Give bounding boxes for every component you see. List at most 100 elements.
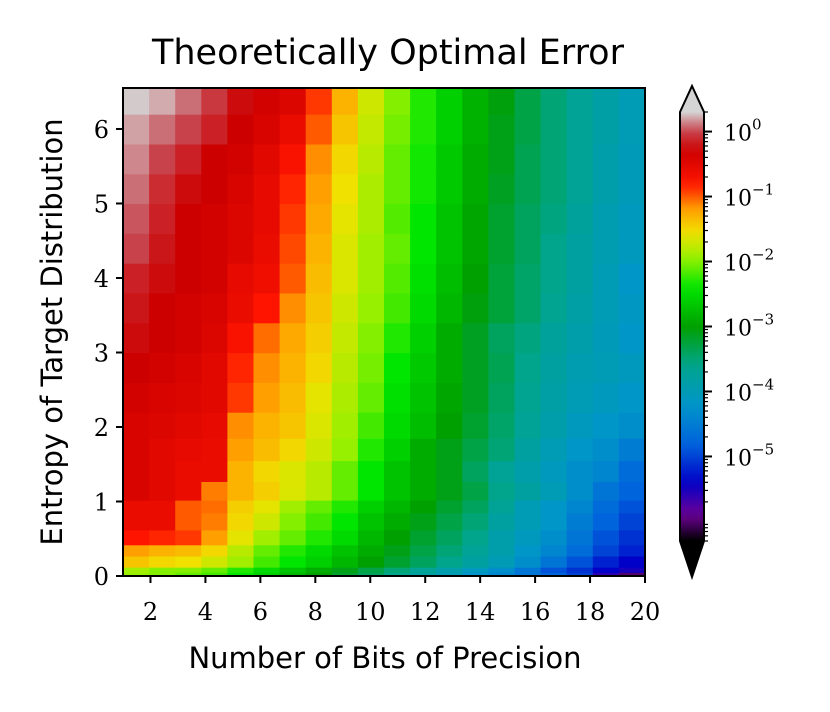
heatmap-cell [149,544,176,557]
heatmap-cell [357,529,385,546]
heatmap-cell [540,203,568,234]
heatmap-cell [123,203,150,234]
heatmap-cell [436,529,463,546]
heatmap-cell [253,352,281,383]
heatmap-cell [175,529,202,546]
x-axis: 2 4 6 8 10 12 14 16 18 20 [143,576,660,626]
heatmap-cell [123,438,150,462]
heatmap-cell [592,567,620,573]
chart-title: Theoretically Optimal Error [151,33,625,73]
heatmap-cell [514,572,542,577]
heatmap-cell [514,352,542,383]
y-tick-label: 4 [94,265,109,293]
heatmap-cell [227,263,255,294]
heatmap-cell [384,322,411,354]
heatmap-cell [123,567,150,573]
heatmap-cell [514,173,542,205]
heatmap-cell [540,500,568,514]
x-tick-label: 18 [575,598,606,626]
heatmap-cell [227,292,255,324]
heatmap-cell [462,572,489,577]
colorbar-fill [680,112,704,541]
heatmap-cell [227,500,255,514]
heatmap-cell [436,555,463,568]
heatmap-cell [540,263,568,294]
colorbar-ticks: 100 10−1 10−2 10−3 10−4 10−5 [704,111,774,542]
heatmap-cell [201,572,228,577]
heatmap-cell [279,500,307,514]
heatmap-cell [436,382,463,413]
heatmap-cell [123,263,150,294]
x-tick-label: 12 [410,598,441,626]
heatmap-cell [462,203,489,234]
heatmap-cell [410,352,437,383]
heatmap-cell [592,173,620,205]
heatmap-cell [488,233,516,264]
heatmap-cell [514,88,542,115]
heatmap-cell [201,529,228,546]
heatmap-cell [410,322,437,354]
heatmap-cell [462,263,489,294]
heatmap-cell [514,544,542,557]
heatmap-cell [566,233,594,264]
heatmap-cell [357,233,385,264]
heatmap-cell [175,114,202,145]
heatmap-cell [436,460,463,482]
heatmap-cell [201,555,228,568]
heatmap-cell [175,512,202,531]
heatmap-cell [175,233,202,264]
heatmap-cell [592,500,620,514]
heatmap-cell [175,203,202,234]
heatmap-cell [384,438,411,462]
heatmap-cell [410,529,437,546]
heatmap-cell [357,567,385,573]
heatmap-cell [488,382,516,413]
heatmap-cell [201,292,228,324]
heatmap-cell [331,143,359,175]
heatmap-cell [384,512,411,531]
heatmap-cell [279,544,307,557]
heatmap-cell [331,460,359,482]
heatmap-cell [514,460,542,482]
heatmap-cell [279,481,307,501]
heatmap-cell [488,512,516,531]
heatmap-cell [123,544,150,557]
heatmap-cell [253,322,281,354]
heatmap-cell [514,382,542,413]
heatmap-cell [436,352,463,383]
heatmap-cell [410,292,437,324]
heatmap-cell [384,382,411,413]
heatmap-cell [175,382,202,413]
heatmap-cell [253,555,281,568]
heatmap-cell [410,233,437,264]
heatmap-cell [592,233,620,264]
heatmap-cell [201,322,228,354]
heatmap-cell [331,555,359,568]
heatmap-cell [279,352,307,383]
heatmap-cell [566,352,594,383]
heatmap-cell [436,233,463,264]
heatmap-cell [566,203,594,234]
heatmap-cell [201,88,228,115]
heatmap-cell [201,143,228,175]
heatmap-cell [149,382,176,413]
heatmap-cell [566,512,594,531]
heatmap-cell [175,460,202,482]
colorbar-gradient [679,83,705,581]
heatmap-cell [618,555,646,568]
heatmap-cell [436,572,463,577]
heatmap-cell [618,438,646,462]
heatmap-cell [488,292,516,324]
heatmap-cell [540,529,568,546]
heatmap-cell [123,233,150,264]
heatmap-cell [540,143,568,175]
heatmap-cell [305,352,333,383]
heatmap-cell [540,512,568,531]
heatmap-cell [436,512,463,531]
heatmap-cell [566,88,594,115]
y-tick-label: 3 [94,339,109,367]
heatmap-cell [357,412,385,439]
heatmap-cell [540,572,568,577]
heatmap-cell [618,512,646,531]
heatmap-cell [149,555,176,568]
